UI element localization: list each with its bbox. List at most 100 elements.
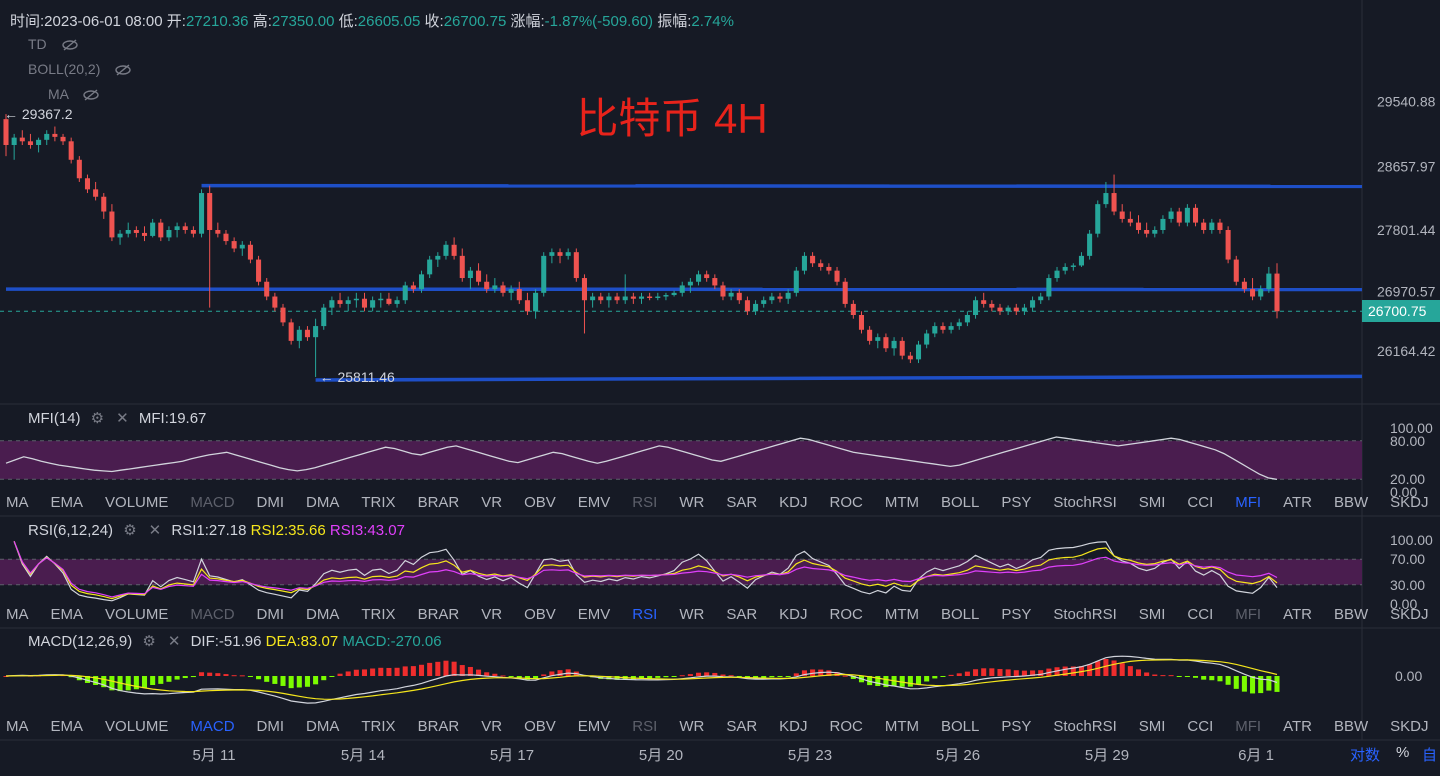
- tab-cci[interactable]: CCI: [1187, 718, 1213, 735]
- log-scale-button[interactable]: 对数: [1350, 744, 1380, 765]
- tab-obv[interactable]: OBV: [524, 718, 556, 735]
- tab-stochrsi[interactable]: StochRSI: [1053, 494, 1116, 511]
- tab-ema[interactable]: EMA: [51, 494, 84, 511]
- tab-psy[interactable]: PSY: [1001, 718, 1031, 735]
- tab-psy[interactable]: PSY: [1001, 606, 1031, 623]
- tab-rsi[interactable]: RSI: [632, 494, 657, 511]
- tab-atr[interactable]: ATR: [1283, 606, 1312, 623]
- tab-brar[interactable]: BRAR: [418, 606, 460, 623]
- tab-smi[interactable]: SMI: [1139, 494, 1166, 511]
- tab-wr[interactable]: WR: [679, 606, 704, 623]
- eye-hidden-icon[interactable]: [82, 89, 100, 101]
- candle-body: [1128, 219, 1133, 223]
- overlay-ma[interactable]: MA: [48, 86, 100, 102]
- tab-emv[interactable]: EMV: [578, 494, 611, 511]
- tab-atr[interactable]: ATR: [1283, 718, 1312, 735]
- macd-histogram-bar: [158, 676, 163, 684]
- tab-mfi[interactable]: MFI: [1235, 718, 1261, 735]
- tab-trix[interactable]: TRIX: [361, 606, 395, 623]
- tab-cci[interactable]: CCI: [1187, 494, 1213, 511]
- eye-hidden-icon[interactable]: [61, 39, 79, 51]
- tab-volume[interactable]: VOLUME: [105, 494, 168, 511]
- tab-sar[interactable]: SAR: [726, 718, 757, 735]
- tab-stochrsi[interactable]: StochRSI: [1053, 718, 1116, 735]
- tab-ema[interactable]: EMA: [51, 606, 84, 623]
- tab-skdj[interactable]: SKDJ: [1390, 606, 1428, 623]
- tab-obv[interactable]: OBV: [524, 606, 556, 623]
- tab-roc[interactable]: ROC: [830, 606, 863, 623]
- tab-mtm[interactable]: MTM: [885, 494, 919, 511]
- tab-kdj[interactable]: KDJ: [779, 606, 807, 623]
- tab-roc[interactable]: ROC: [830, 494, 863, 511]
- tab-ma[interactable]: MA: [6, 494, 29, 511]
- tab-kdj[interactable]: KDJ: [779, 494, 807, 511]
- tab-dmi[interactable]: DMI: [257, 606, 285, 623]
- tab-dmi[interactable]: DMI: [257, 718, 285, 735]
- settings-icon[interactable]: ⚙: [123, 522, 136, 539]
- tab-emv[interactable]: EMV: [578, 718, 611, 735]
- overlay-td[interactable]: TD: [28, 36, 79, 52]
- tab-trix[interactable]: TRIX: [361, 494, 395, 511]
- tab-boll[interactable]: BOLL: [941, 494, 979, 511]
- tab-macd[interactable]: MACD: [190, 606, 234, 623]
- tab-cci[interactable]: CCI: [1187, 606, 1213, 623]
- macd-histogram-bar: [924, 676, 929, 681]
- tab-bbw[interactable]: BBW: [1334, 494, 1368, 511]
- tab-brar[interactable]: BRAR: [418, 718, 460, 735]
- tab-emv[interactable]: EMV: [578, 606, 611, 623]
- tab-ema[interactable]: EMA: [51, 718, 84, 735]
- tab-rsi[interactable]: RSI: [632, 606, 657, 623]
- auto-scale-button[interactable]: 自: [1422, 744, 1437, 765]
- percent-scale-button[interactable]: %: [1396, 744, 1409, 761]
- tab-roc[interactable]: ROC: [830, 718, 863, 735]
- close-icon[interactable]: ✕: [149, 522, 162, 539]
- tab-volume[interactable]: VOLUME: [105, 718, 168, 735]
- tab-mfi[interactable]: MFI: [1235, 494, 1261, 511]
- tab-dma[interactable]: DMA: [306, 718, 339, 735]
- tab-vr[interactable]: VR: [481, 606, 502, 623]
- tab-smi[interactable]: SMI: [1139, 718, 1166, 735]
- tab-sar[interactable]: SAR: [726, 606, 757, 623]
- tab-dma[interactable]: DMA: [306, 494, 339, 511]
- tab-mtm[interactable]: MTM: [885, 606, 919, 623]
- tab-bbw[interactable]: BBW: [1334, 606, 1368, 623]
- tab-volume[interactable]: VOLUME: [105, 606, 168, 623]
- tab-sar[interactable]: SAR: [726, 494, 757, 511]
- tab-macd[interactable]: MACD: [190, 494, 234, 511]
- tab-boll[interactable]: BOLL: [941, 718, 979, 735]
- tab-skdj[interactable]: SKDJ: [1390, 718, 1428, 735]
- tab-psy[interactable]: PSY: [1001, 494, 1031, 511]
- tab-rsi[interactable]: RSI: [632, 718, 657, 735]
- tab-trix[interactable]: TRIX: [361, 718, 395, 735]
- tab-wr[interactable]: WR: [679, 718, 704, 735]
- eye-hidden-icon[interactable]: [114, 64, 132, 76]
- tab-vr[interactable]: VR: [481, 718, 502, 735]
- tab-stochrsi[interactable]: StochRSI: [1053, 606, 1116, 623]
- tab-ma[interactable]: MA: [6, 606, 29, 623]
- overlay-boll[interactable]: BOLL(20,2): [28, 61, 132, 77]
- tab-atr[interactable]: ATR: [1283, 494, 1312, 511]
- close-icon[interactable]: ✕: [168, 633, 181, 650]
- settings-icon[interactable]: ⚙: [91, 410, 104, 427]
- tab-brar[interactable]: BRAR: [418, 494, 460, 511]
- low-marker: ← 25811.46: [320, 369, 395, 385]
- tab-macd[interactable]: MACD: [190, 718, 234, 735]
- tab-ma[interactable]: MA: [6, 718, 29, 735]
- tab-skdj[interactable]: SKDJ: [1390, 494, 1428, 511]
- tab-dmi[interactable]: DMI: [257, 494, 285, 511]
- tab-boll[interactable]: BOLL: [941, 606, 979, 623]
- tab-kdj[interactable]: KDJ: [779, 718, 807, 735]
- close-icon[interactable]: ✕: [116, 410, 129, 427]
- tab-bbw[interactable]: BBW: [1334, 718, 1368, 735]
- tab-mfi[interactable]: MFI: [1235, 606, 1261, 623]
- tab-dma[interactable]: DMA: [306, 606, 339, 623]
- tab-mtm[interactable]: MTM: [885, 718, 919, 735]
- tab-wr[interactable]: WR: [679, 494, 704, 511]
- tab-vr[interactable]: VR: [481, 494, 502, 511]
- tab-obv[interactable]: OBV: [524, 494, 556, 511]
- settings-icon[interactable]: ⚙: [142, 633, 155, 650]
- tab-smi[interactable]: SMI: [1139, 606, 1166, 623]
- rsi1-value: RSI1:27.18: [171, 522, 246, 539]
